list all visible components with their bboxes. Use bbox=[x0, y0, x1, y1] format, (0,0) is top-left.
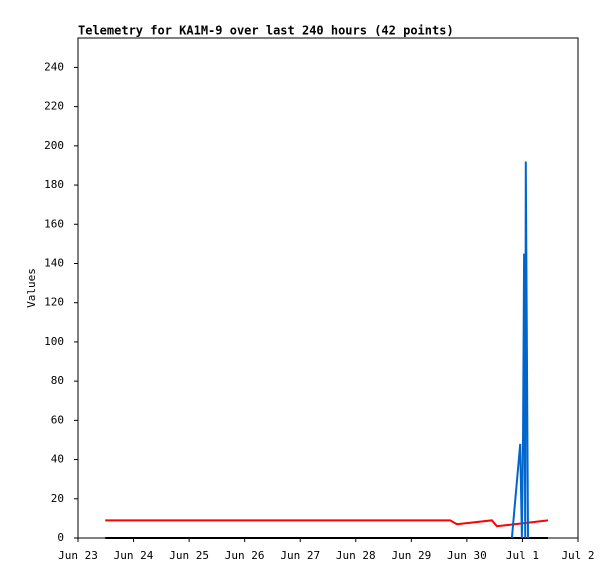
x-tick-label: Jun 30 bbox=[447, 549, 487, 562]
x-tick-label: Jun 27 bbox=[280, 549, 320, 562]
series-line bbox=[510, 161, 529, 539]
y-tick-label: 40 bbox=[51, 453, 64, 466]
y-tick-label: 20 bbox=[51, 492, 64, 505]
x-tick-label: Jun 25 bbox=[169, 549, 209, 562]
y-tick-label: 180 bbox=[44, 178, 64, 191]
plot-frame bbox=[77, 37, 579, 539]
x-tick-label: Jul 1 bbox=[506, 549, 539, 562]
y-tick-label: 200 bbox=[44, 139, 64, 152]
y-tick-label: 240 bbox=[44, 60, 64, 73]
y-tick-label: 100 bbox=[44, 335, 64, 348]
y-tick-label: 160 bbox=[44, 217, 64, 230]
y-tick-label: 80 bbox=[51, 374, 64, 387]
y-axis-label: Values bbox=[25, 268, 38, 308]
x-tick-label: Jun 24 bbox=[114, 549, 154, 562]
y-tick-label: 220 bbox=[44, 100, 64, 113]
y-tick-label: 140 bbox=[44, 256, 64, 269]
y-tick-label: 0 bbox=[57, 531, 64, 544]
y-tick-label: 120 bbox=[44, 296, 64, 309]
series-line bbox=[105, 519, 549, 528]
chart-title: Telemetry for KA1M-9 over last 240 hours… bbox=[78, 24, 454, 38]
x-tick-label: Jun 28 bbox=[336, 549, 376, 562]
y-tick-label: 60 bbox=[51, 413, 64, 426]
x-tick-label: Jun 26 bbox=[225, 549, 265, 562]
x-tick-label: Jun 29 bbox=[391, 549, 431, 562]
x-tick-label: Jun 23 bbox=[58, 549, 98, 562]
x-tick-label: Jul 2 bbox=[561, 549, 594, 562]
